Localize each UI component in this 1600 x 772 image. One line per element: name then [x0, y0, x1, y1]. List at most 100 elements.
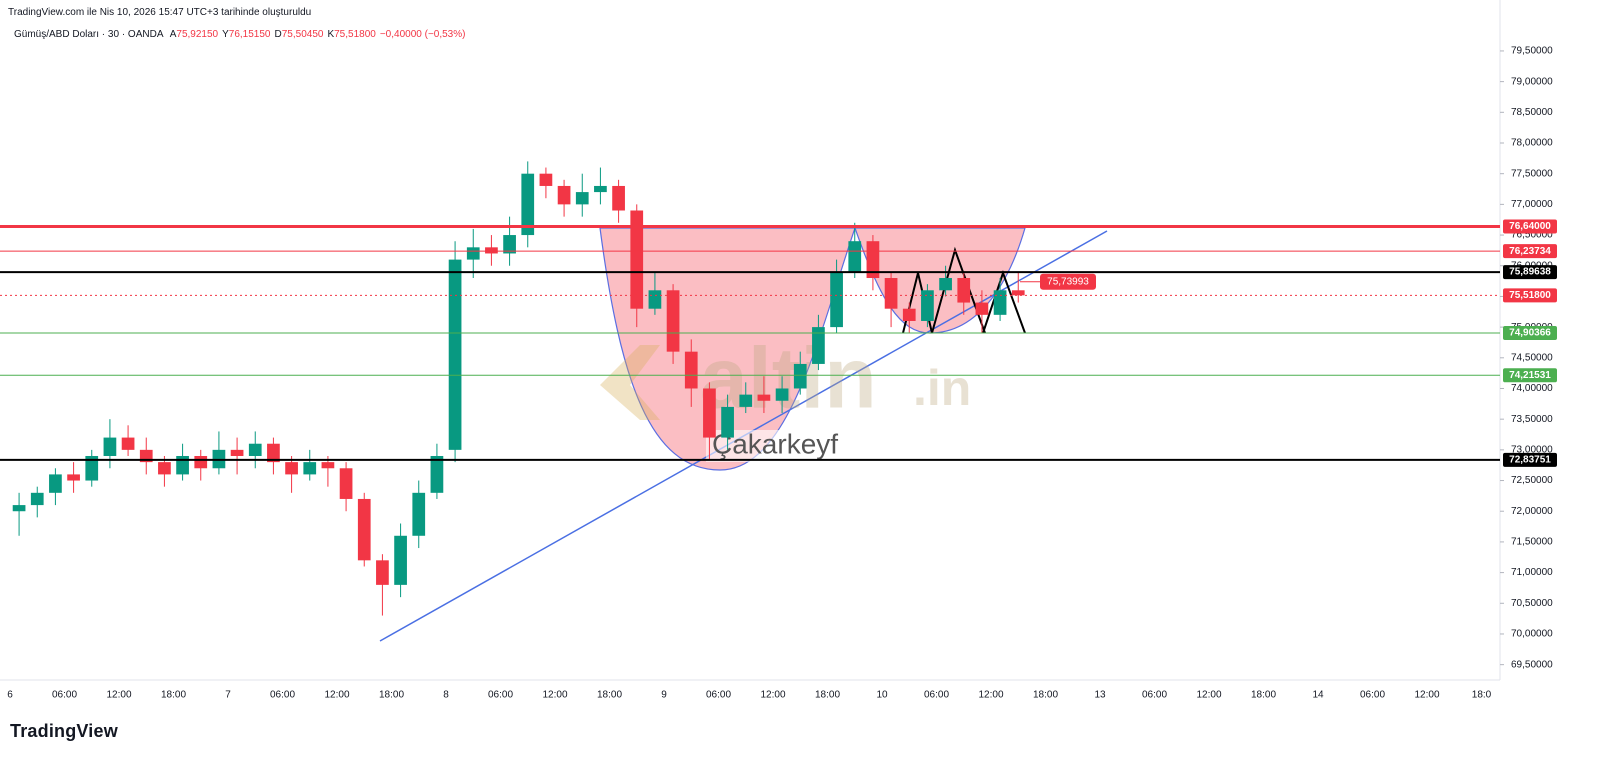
y-tick-label: 69,50000 — [1511, 659, 1553, 670]
x-tick-label: 18:00 — [161, 690, 186, 701]
footer-logo: TradingView — [10, 721, 119, 741]
y-tick-label: 71,00000 — [1511, 567, 1553, 578]
x-tick-label: 12:00 — [324, 690, 349, 701]
ohlc-key: D — [274, 29, 282, 40]
y-tick-label: 76,50000 — [1511, 230, 1553, 241]
candle-body — [158, 462, 171, 475]
y-tick-label: 74,00000 — [1511, 383, 1553, 394]
candle-body — [194, 455, 208, 469]
candle-body — [339, 468, 353, 499]
x-tick-label: 18:0 — [1472, 690, 1492, 701]
candle-body — [176, 455, 189, 475]
candle-body — [357, 498, 371, 561]
x-tick-label: 12:00 — [1414, 690, 1439, 701]
candle-body — [412, 492, 426, 536]
x-tick-label: 12:00 — [978, 690, 1003, 701]
y-tick-label: 79,00000 — [1511, 76, 1553, 87]
y-tick-label: 70,50000 — [1511, 598, 1553, 609]
candle-body — [521, 173, 535, 236]
level-label-box — [1503, 368, 1557, 383]
level-label: 74,21531 — [1509, 370, 1551, 381]
candle-body — [757, 394, 771, 401]
candle-body — [594, 185, 607, 193]
x-tick-label: 12:00 — [106, 690, 131, 701]
x-tick-label: 12:00 — [542, 690, 567, 701]
x-tick-label: 9 — [661, 690, 667, 701]
candle-body — [103, 437, 117, 456]
symbol: Gümüş/ABD Doları · 30 · OANDA — [14, 29, 164, 40]
x-tick-label: 06:00 — [1142, 690, 1167, 701]
candle-body — [321, 462, 335, 469]
candle-body — [902, 308, 916, 321]
candle-body — [975, 302, 989, 315]
x-tick-label: 10 — [876, 690, 888, 701]
level-label: 75,51800 — [1509, 290, 1551, 301]
legend: Gümüş/ABD Doları · 30 · OANDA A75,92150 Y… — [14, 29, 469, 40]
candle-body — [67, 474, 80, 481]
x-tick-label: 18:00 — [1251, 690, 1276, 701]
level-label-box — [1503, 244, 1557, 259]
candle-body — [49, 474, 62, 493]
candle-body — [575, 192, 589, 205]
watermark-suffix: .in — [913, 360, 971, 416]
x-tick-label: 06:00 — [1360, 690, 1385, 701]
x-tick-label: 18:00 — [1033, 690, 1058, 701]
candle-body — [85, 455, 99, 481]
level-label-box — [1503, 288, 1557, 303]
y-tick-label: 77,50000 — [1511, 168, 1553, 179]
ohlc-key: K — [327, 29, 335, 40]
annotation-box — [1040, 273, 1096, 290]
x-tick-label: 18:00 — [597, 690, 622, 701]
level-label: 76,23734 — [1509, 246, 1551, 257]
level-label: 74,90366 — [1509, 328, 1551, 339]
y-tick-label: 72,00000 — [1511, 506, 1553, 517]
candle-body — [703, 388, 716, 438]
ohlc-value: 76,15150 — [228, 29, 271, 40]
level-label: 76,64000 — [1509, 221, 1551, 232]
level-label-box — [1503, 265, 1557, 280]
candle-body — [285, 462, 298, 475]
level-label-box — [1503, 452, 1557, 467]
y-tick-label: 74,50000 — [1511, 352, 1553, 363]
candle-body — [666, 290, 680, 352]
x-tick-label: 06:00 — [270, 690, 295, 701]
x-tick-label: 06:00 — [52, 690, 77, 701]
candle-body — [957, 278, 971, 303]
y-tick-label: 79,50000 — [1511, 46, 1553, 57]
y-tick-label: 72,50000 — [1511, 475, 1553, 486]
ohlc-value: 75,92150 — [176, 29, 219, 40]
level-label-box — [1503, 326, 1557, 341]
candle-body — [539, 173, 553, 186]
candle-body — [993, 290, 1007, 315]
candle-body — [230, 449, 244, 456]
y-tick-label: 78,00000 — [1511, 138, 1553, 149]
candle-body — [267, 443, 280, 463]
candle-body — [303, 462, 317, 475]
x-tick-label: 8 — [443, 690, 449, 701]
candle-body — [557, 185, 571, 205]
candle-body — [12, 505, 26, 512]
y-tick-label: 78,50000 — [1511, 107, 1553, 118]
candle-body — [1011, 290, 1025, 296]
level-label-box — [1503, 219, 1557, 234]
x-tick-label: 6 — [7, 690, 13, 701]
drawings: altin .in Çakarkeyf — [379, 226, 1108, 642]
y-tick-label: 73,50000 — [1511, 414, 1553, 425]
candle-body — [739, 394, 753, 407]
ohlc-key: A — [169, 29, 177, 40]
attribution: TradingView.com ile Nis 10, 2026 15:47 U… — [8, 7, 312, 18]
candle-body — [921, 290, 934, 321]
x-tick-label: 12:00 — [1196, 690, 1221, 701]
candle-body — [775, 388, 789, 401]
x-tick-label: 18:00 — [379, 690, 404, 701]
watermark-icon — [600, 345, 660, 420]
candle-body — [503, 235, 516, 254]
x-tick-label: 06:00 — [924, 690, 949, 701]
candle-body — [612, 185, 625, 211]
candle-body — [248, 443, 262, 456]
level-label: 72,83751 — [1509, 454, 1551, 465]
candle-body — [630, 210, 644, 309]
candle-body — [448, 259, 462, 450]
candle-body — [684, 351, 698, 389]
